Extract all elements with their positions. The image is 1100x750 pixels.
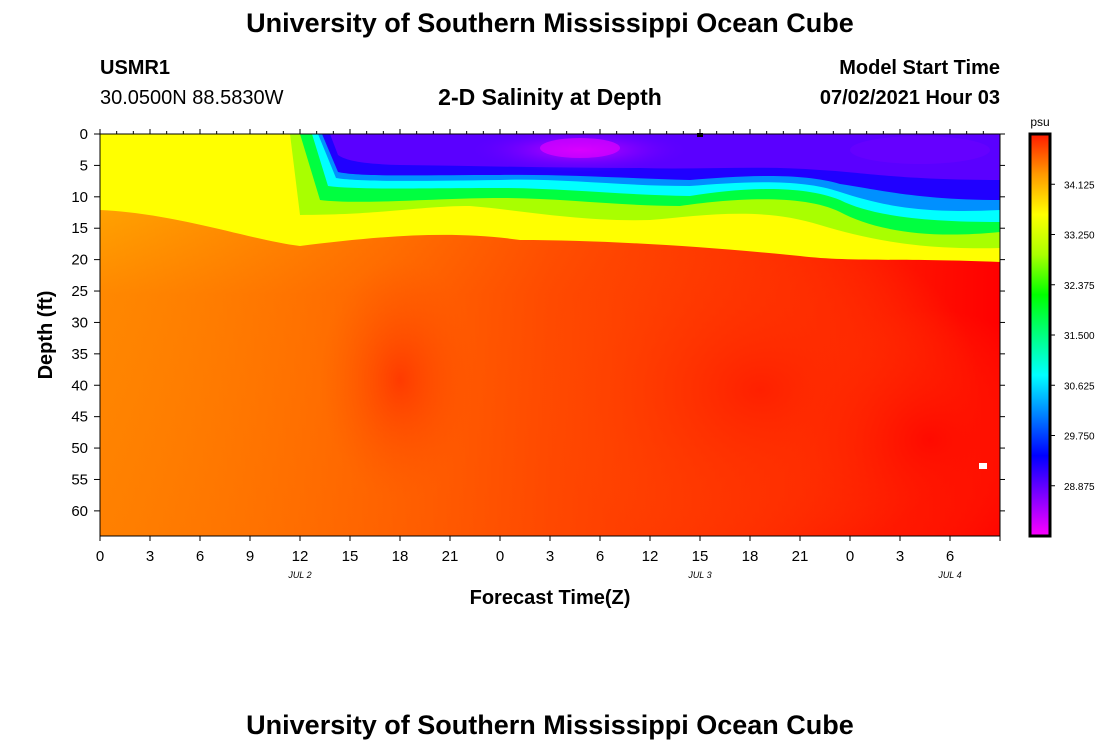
date-label: JUL 4 [937, 570, 961, 580]
x-tick-label: 0 [96, 548, 104, 565]
colorbar-tick-label: 28.875 [1064, 482, 1095, 493]
page-title: University of Southern Mississippi Ocean… [246, 8, 854, 38]
x-axis-label: Forecast Time(Z) [470, 587, 631, 609]
x-tick-label: 6 [946, 548, 954, 565]
x-tick-label: 6 [196, 548, 204, 565]
plot-title: 2-D Salinity at Depth [438, 84, 662, 110]
date-label: JUL 3 [687, 570, 711, 580]
x-tick-label: 3 [146, 548, 154, 565]
station-coordinates: 30.0500N 88.5830W [100, 87, 284, 109]
y-tick-label: 30 [71, 314, 88, 331]
colorbar-tick-label: 31.500 [1064, 331, 1095, 342]
y-tick-label: 60 [71, 503, 88, 520]
colorbar-unit: psu [1030, 115, 1049, 129]
colorbar-tick-label: 29.750 [1064, 432, 1095, 443]
station-id: USMR1 [100, 57, 171, 79]
x-tick-label: 0 [846, 548, 854, 565]
salinity-field [100, 134, 1000, 536]
y-tick-label: 5 [80, 157, 88, 174]
colorbar [1030, 134, 1050, 536]
y-tick-label: 0 [80, 126, 88, 143]
footer-title: University of Southern Mississippi Ocean… [246, 710, 854, 740]
x-tick-label: 15 [692, 548, 709, 565]
salinity-chart: 0 3 6 9 12 15 18 21 0 3 6 12 15 18 21 0 3 6 JUL 2 JUL 3 JUL … [35, 115, 1095, 609]
y-tick-label: 50 [71, 440, 88, 457]
colorbar-tick-label: 34.125 [1064, 180, 1095, 191]
x-tick-label: 3 [546, 548, 554, 565]
date-label: JUL 2 [287, 570, 311, 580]
x-tick-label: 9 [246, 548, 254, 565]
y-tick-label: 40 [71, 377, 88, 394]
y-tick-label: 55 [71, 471, 88, 488]
x-tick-label: 3 [896, 548, 904, 565]
x-tick-label: 6 [596, 548, 604, 565]
x-tick-label: 0 [496, 548, 504, 565]
y-axis-label: Depth (ft) [35, 291, 57, 380]
x-tick-label: 12 [642, 548, 659, 565]
colorbar-tick-label: 33.250 [1064, 231, 1095, 242]
y-tick-label: 35 [71, 346, 88, 363]
x-tick-label: 21 [442, 548, 459, 565]
y-tick-label: 10 [71, 189, 88, 206]
colorbar-tick-label: 32.375 [1064, 281, 1095, 292]
y-tick-label: 25 [71, 283, 88, 300]
x-tick-label: 12 [292, 548, 309, 565]
x-tick-label: 15 [342, 548, 359, 565]
x-tick-label: 21 [792, 548, 809, 565]
y-tick-label: 20 [71, 252, 88, 269]
y-tick-label: 15 [71, 220, 88, 237]
missing-data-marker [979, 463, 987, 469]
model-start-label: Model Start Time [839, 57, 1000, 79]
y-tick-label: 45 [71, 409, 88, 426]
top-marker [697, 133, 703, 137]
x-tick-label: 18 [742, 548, 759, 565]
colorbar-tick-label: 30.625 [1064, 381, 1095, 392]
model-start-time: 07/02/2021 Hour 03 [819, 87, 1000, 109]
x-tick-label: 18 [392, 548, 409, 565]
